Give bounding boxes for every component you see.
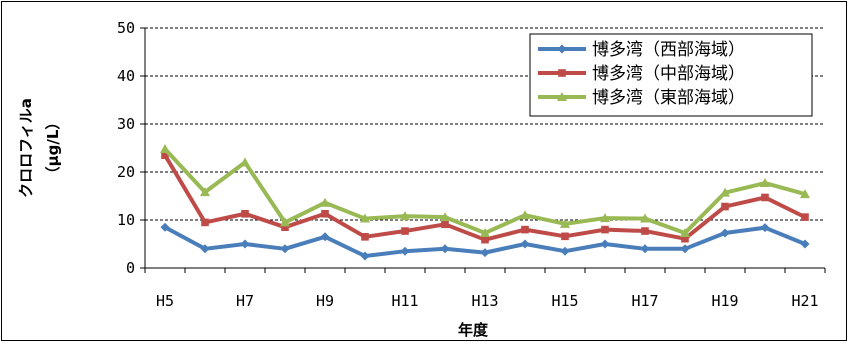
data-point-triangle <box>560 218 570 228</box>
y-tick-label: 0 <box>126 259 135 277</box>
data-point-triangle <box>360 213 370 223</box>
legend-label: 博多湾（西部海域） <box>592 40 745 60</box>
data-point-diamond <box>360 251 370 261</box>
data-point-square <box>561 232 569 241</box>
data-point-triangle <box>280 217 290 227</box>
data-point-triangle <box>400 211 410 221</box>
data-point-square <box>321 209 329 218</box>
series-1 <box>160 222 810 261</box>
y-tick-label: 10 <box>117 211 135 229</box>
data-point-triangle <box>440 212 450 222</box>
data-point-triangle <box>320 197 330 207</box>
data-point-triangle <box>240 157 250 167</box>
series-3 <box>160 143 810 237</box>
data-point-diamond <box>160 222 170 232</box>
data-point-square <box>521 225 529 234</box>
data-point-square <box>601 225 609 234</box>
data-point-triangle <box>600 213 610 223</box>
series <box>160 143 810 261</box>
x-tick-label: H7 <box>236 292 254 310</box>
data-point-triangle <box>760 178 770 188</box>
data-point-triangle <box>160 143 170 153</box>
x-tick-label: H9 <box>316 292 334 310</box>
x-tick-label: H21 <box>791 292 818 310</box>
legend: 博多湾（西部海域） 博多湾（中部海域） 博多湾（東部海域） <box>529 33 813 117</box>
legend-item: 博多湾（東部海域） <box>538 88 745 108</box>
data-point-square <box>281 223 289 231</box>
data-point-square <box>161 151 169 159</box>
data-point-diamond <box>600 239 610 249</box>
y-tick-label: 40 <box>117 67 135 85</box>
data-point-diamond <box>720 228 730 238</box>
data-point-square <box>681 234 689 243</box>
data-point-triangle <box>720 187 730 197</box>
data-point-triangle <box>640 213 650 223</box>
data-point-square <box>481 235 489 244</box>
data-point-square <box>558 69 566 77</box>
x-tick-label: H19 <box>711 292 738 310</box>
data-point-diamond <box>760 223 770 233</box>
data-point-diamond <box>280 244 290 254</box>
data-point-square <box>241 209 249 218</box>
y-tick-label: 30 <box>117 115 135 133</box>
data-point-triangle <box>520 210 530 220</box>
data-point-diamond <box>320 232 330 242</box>
x-tick-label: H13 <box>471 292 498 310</box>
data-point-diamond <box>520 239 530 249</box>
data-point-triangle <box>557 92 567 101</box>
x-tick-label: H5 <box>156 292 174 310</box>
data-point-triangle <box>680 227 690 237</box>
data-point-square <box>441 220 449 229</box>
data-point-diamond <box>680 244 690 254</box>
data-point-square <box>401 227 409 235</box>
data-point-square <box>201 218 209 227</box>
data-point-diamond <box>800 239 810 249</box>
data-point-square <box>641 227 649 235</box>
y-tick-label: 20 <box>117 163 135 181</box>
x-tick-label: H15 <box>551 292 578 310</box>
series-2 <box>161 151 809 244</box>
axes: 0 10 20 30 40 50 H5 H7 H9 H11 H13 H15 H17 H19 H21 <box>117 19 826 310</box>
data-point-diamond <box>400 246 410 256</box>
data-point-square <box>801 213 809 221</box>
data-point-diamond <box>560 246 570 256</box>
data-point-square <box>761 193 769 202</box>
data-point-square <box>721 202 729 211</box>
legend-label: 博多湾（東部海域） <box>592 88 745 108</box>
y-axis-unit: （μg/L） <box>44 115 62 182</box>
series-line <box>163 154 806 242</box>
y-axis-title: クロロフィルa <box>17 98 35 198</box>
axis-titles: 年度 クロロフィルa （μg/L） <box>17 98 489 339</box>
data-point-diamond <box>480 248 490 258</box>
data-point-diamond <box>640 244 650 254</box>
x-tick-label: H17 <box>631 292 658 310</box>
legend-label: 博多湾（中部海域） <box>592 64 745 84</box>
data-point-triangle <box>800 189 810 199</box>
data-point-triangle <box>480 227 490 237</box>
data-point-diamond <box>200 244 210 254</box>
data-point-triangle <box>200 187 210 197</box>
data-point-diamond <box>557 44 567 54</box>
y-tick-label: 50 <box>117 19 135 37</box>
data-point-diamond <box>440 244 450 254</box>
data-point-square <box>361 233 369 241</box>
legend-item: 博多湾（中部海域） <box>538 64 745 84</box>
data-point-diamond <box>240 239 250 249</box>
legend-item: 博多湾（西部海域） <box>538 40 745 60</box>
x-tick-label: H11 <box>391 292 418 310</box>
x-axis-title: 年度 <box>458 321 489 339</box>
